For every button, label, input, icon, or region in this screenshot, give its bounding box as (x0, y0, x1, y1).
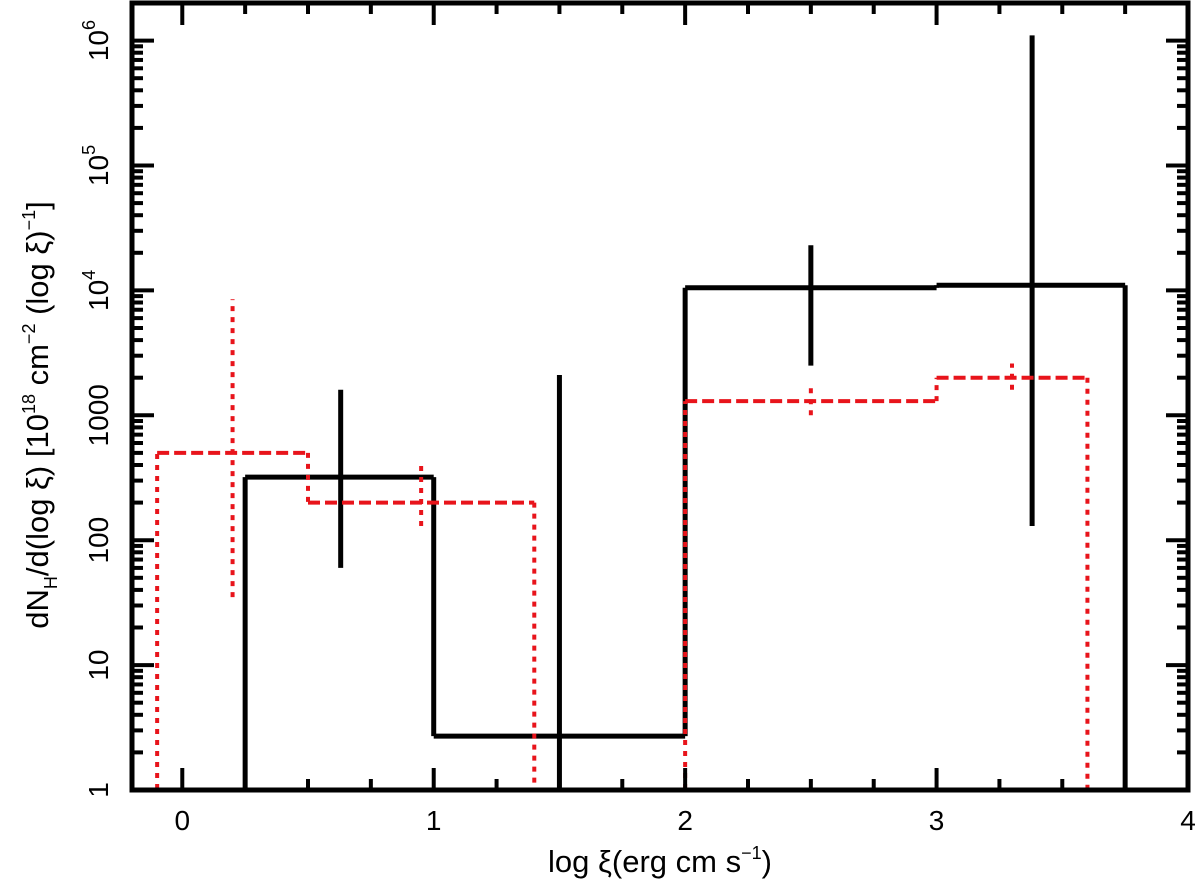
y-tick-label: 10 (83, 650, 114, 681)
tick-labels: 0 1 2 3 4 1 10 100 1000 104 105 106 (79, 20, 1196, 836)
y-tick-label: 106 (79, 20, 114, 61)
x-tick-label: 1 (426, 805, 442, 836)
series-layer (155, 35, 1128, 790)
y-axis-label: dNH/d(log ξ) [1018 cm−2 (log ξ)−1] (19, 201, 61, 629)
x-tick-label: 3 (929, 805, 945, 836)
y-tick-label: 105 (79, 145, 114, 186)
plot-frame (129, 0, 1191, 793)
x-axis-label: log ξ(erg cm s−1) (548, 843, 772, 879)
series-1 (242, 35, 1128, 790)
x-tick-label: 0 (174, 805, 190, 836)
series-2 (155, 299, 1090, 790)
y-tick-label: 1 (83, 782, 114, 798)
ticks-layer (132, 1, 1190, 792)
x-tick-label: 2 (677, 805, 693, 836)
y-tick-label: 1000 (83, 384, 114, 446)
y-tick-label: 100 (83, 517, 114, 564)
x-tick-label: 4 (1180, 805, 1196, 836)
y-tick-label: 104 (79, 270, 114, 311)
